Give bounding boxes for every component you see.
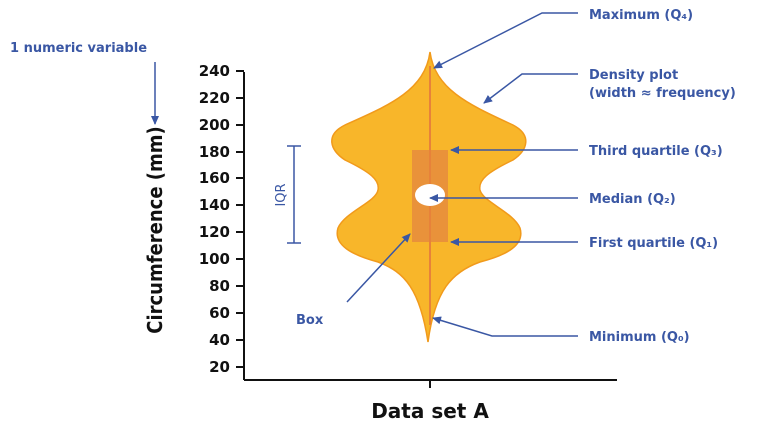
y-tick-label: 40 bbox=[209, 331, 230, 349]
maximum-leader bbox=[433, 12, 578, 69]
y-tick-label: 140 bbox=[199, 196, 230, 214]
minimum-label: Minimum (Q₀) bbox=[589, 330, 690, 345]
y-ticks: 240 220 200 180 160 140 120 100 80 60 40… bbox=[199, 62, 244, 376]
y-tick-label: 120 bbox=[199, 223, 230, 241]
y-tick-label: 100 bbox=[199, 250, 230, 268]
density-label-line1: Density plot bbox=[589, 68, 678, 83]
box-leader bbox=[346, 233, 411, 303]
y-tick-label: 220 bbox=[199, 89, 230, 107]
median-label: Median (Q₂) bbox=[589, 192, 676, 207]
first-quartile-label: First quartile (Q₁) bbox=[589, 236, 718, 251]
y-tick-label: 20 bbox=[209, 358, 230, 376]
third-quartile-label: Third quartile (Q₃) bbox=[589, 144, 723, 159]
iqr-label: IQR bbox=[274, 183, 289, 206]
minimum-leader bbox=[432, 316, 578, 337]
density-leader bbox=[483, 73, 578, 104]
box-label: Box bbox=[296, 313, 324, 328]
y-tick-label: 240 bbox=[199, 62, 230, 80]
numeric-variable-annotation: 1 numeric variable bbox=[10, 41, 147, 56]
y-tick-label: 160 bbox=[199, 169, 230, 187]
y-tick-label: 60 bbox=[209, 304, 230, 322]
y-axis-title: Circumference (mm) bbox=[143, 126, 167, 333]
maximum-label: Maximum (Q₄) bbox=[589, 8, 693, 23]
density-label-line2: (width ≈ frequency) bbox=[589, 86, 736, 101]
y-tick-label: 200 bbox=[199, 116, 230, 134]
y-tick-label: 80 bbox=[209, 277, 230, 295]
y-tick-label: 180 bbox=[199, 143, 230, 161]
x-axis-title: Data set A bbox=[371, 399, 489, 423]
median-marker bbox=[415, 184, 445, 206]
